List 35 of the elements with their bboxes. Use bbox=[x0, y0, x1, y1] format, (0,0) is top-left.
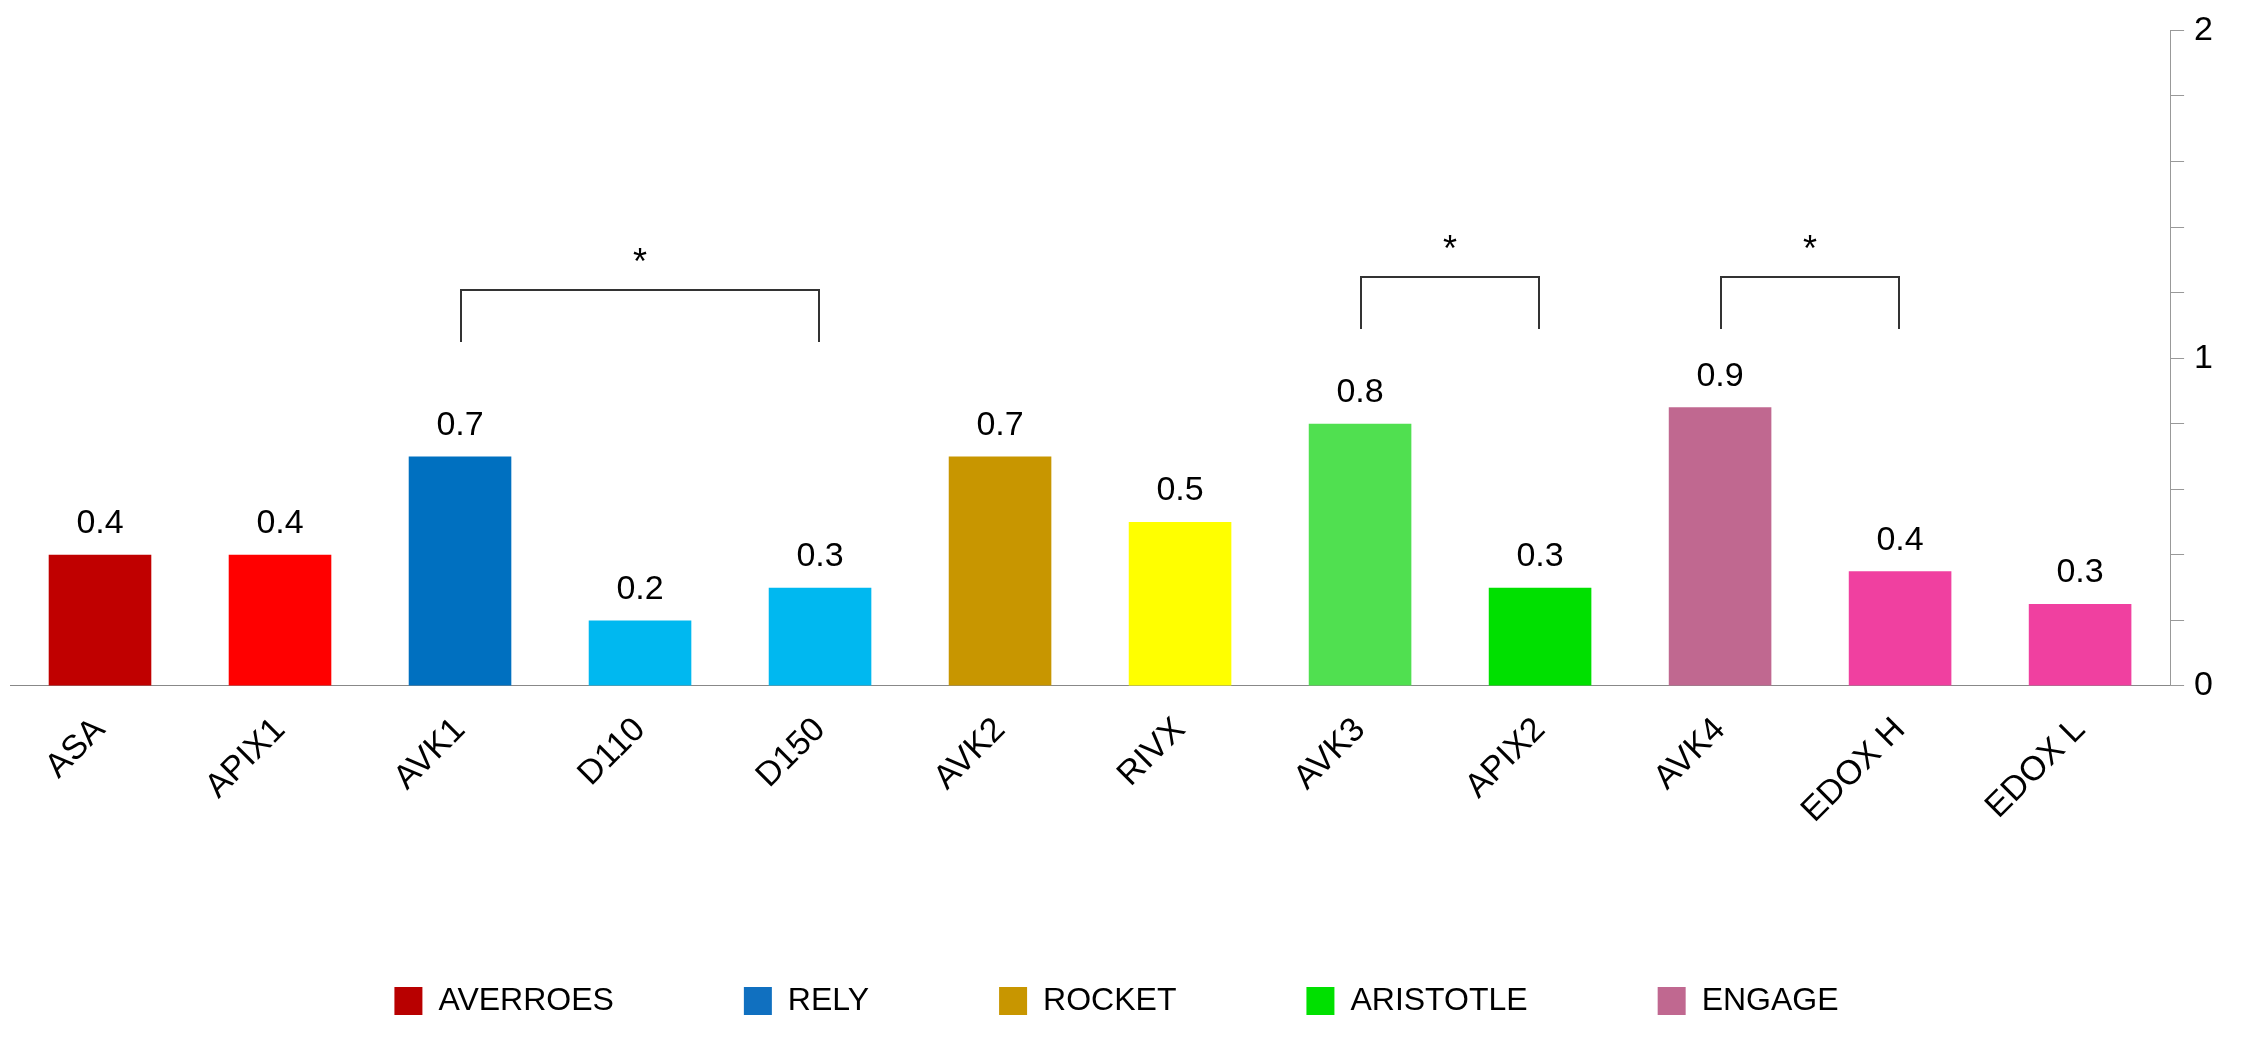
data-label: 0.4 bbox=[256, 502, 304, 541]
bar bbox=[1488, 587, 1592, 686]
bar bbox=[48, 554, 152, 686]
data-label: 0.7 bbox=[436, 403, 484, 442]
data-label: 0.4 bbox=[76, 502, 124, 541]
data-label: 0.5 bbox=[1156, 469, 1204, 508]
bar bbox=[1308, 423, 1412, 686]
legend-label: ARISTOTLE bbox=[1350, 980, 1528, 1017]
bar bbox=[1848, 571, 1952, 686]
data-label: 0.7 bbox=[976, 403, 1024, 442]
bar bbox=[2028, 604, 2132, 686]
annotation: * bbox=[1443, 228, 1458, 271]
legend-label: ROCKET bbox=[1043, 980, 1177, 1017]
bar bbox=[588, 620, 692, 686]
legend-label: AVERROES bbox=[438, 980, 614, 1017]
legend-label: RELY bbox=[787, 980, 870, 1017]
data-label: 0.4 bbox=[1876, 518, 1924, 557]
bar bbox=[1128, 522, 1232, 686]
bar bbox=[948, 456, 1052, 686]
bar bbox=[1668, 407, 1772, 686]
data-label: 0.3 bbox=[1516, 535, 1564, 574]
y-tick-label: 0 bbox=[2194, 664, 2214, 703]
bar bbox=[768, 587, 872, 686]
data-label: 0.2 bbox=[616, 567, 664, 606]
y-tick-label: 1 bbox=[2194, 336, 2214, 375]
data-label: 0.8 bbox=[1336, 371, 1384, 410]
bar bbox=[228, 554, 332, 686]
y-tick-label: 2 bbox=[2194, 8, 2214, 47]
bar bbox=[408, 456, 512, 686]
annotation: * bbox=[633, 241, 648, 284]
data-label: 0.3 bbox=[796, 535, 844, 574]
legend-label: ENGAGE bbox=[1701, 980, 1839, 1017]
data-label: 0.3 bbox=[2056, 551, 2104, 590]
annotation: * bbox=[1803, 228, 1818, 271]
data-label: 0.9 bbox=[1696, 354, 1744, 393]
